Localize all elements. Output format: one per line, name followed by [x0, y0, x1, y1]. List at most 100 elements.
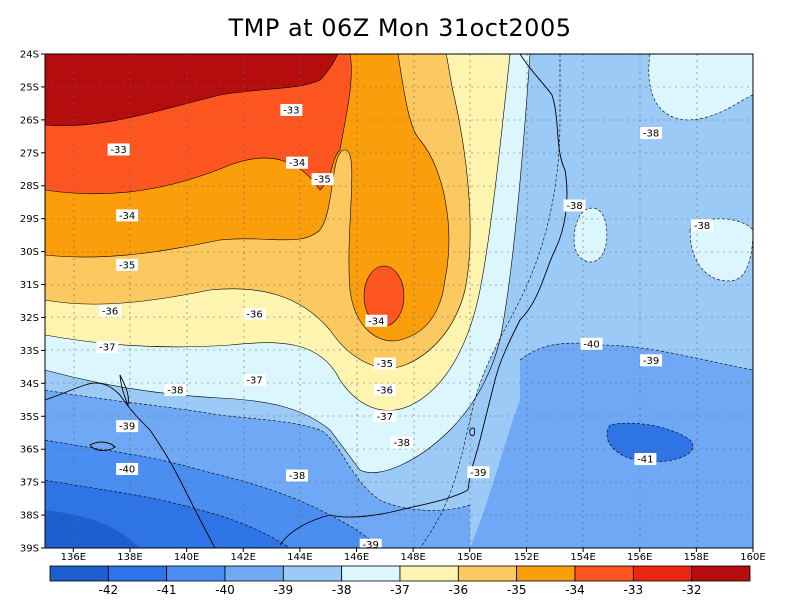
colorbar-label: -41 [157, 583, 177, 597]
contour-label: -36 [246, 310, 262, 321]
contour-label: -38 [394, 438, 410, 449]
lat-tick-label: 24S [20, 50, 39, 61]
contour-label-bg [311, 173, 334, 186]
lat-tick-label: 25S [20, 82, 39, 93]
contour-label-bg [116, 420, 139, 433]
colorbar-swatch [341, 565, 401, 582]
lon-tick-label: 154E [570, 552, 595, 563]
contour-label-bg [243, 308, 266, 321]
contour-label-bg [116, 462, 139, 475]
colorbar-swatch [282, 565, 343, 582]
lon-tick-label: 160E [740, 552, 765, 563]
contour-label-bg [640, 127, 663, 140]
lon-tick-label: 150E [457, 552, 482, 563]
contour-label: -38 [566, 201, 582, 212]
contour-label: -38 [167, 385, 183, 396]
lon-tick-label: 156E [627, 552, 652, 563]
contour-label: -34 [368, 316, 384, 327]
lon-tick-label: 146E [344, 552, 369, 563]
colorbar: -42 -41 -40 -39 -38 -37 -36 -35 -34 -33 -32 [49, 565, 751, 597]
grid [45, 54, 753, 548]
lat-tick-label: 31S [20, 280, 39, 291]
lat-tick-label: 30S [20, 247, 39, 258]
colorbar-swatch [632, 565, 693, 582]
contour-label: -35 [314, 175, 330, 186]
contour-label-bg [286, 156, 309, 169]
colorbar-swatch [691, 565, 751, 582]
colorbar-swatch [107, 565, 168, 582]
lat-tick-label: 35S [20, 412, 39, 423]
colorbar-label: -39 [274, 583, 294, 597]
contour-label: -36 [377, 385, 393, 396]
colorbar-label: -36 [449, 583, 469, 597]
contour-label-bg [107, 143, 130, 156]
colorbar-swatch [399, 565, 459, 582]
contour-label-bg [691, 219, 714, 232]
latitude-ticks: 24S 25S 26S 27S 28S 29S 30S 31S 32S 33S 34S 35S 36S 3… [20, 50, 45, 555]
colorbar-swatch [574, 565, 634, 582]
lon-tick-label: 140E [174, 552, 199, 563]
lon-tick-label: 138E [117, 552, 142, 563]
colorbar-label: -34 [565, 583, 585, 597]
contour-label: -40 [583, 339, 599, 350]
contour-label-bg [634, 453, 657, 466]
lat-tick-label: 33S [20, 346, 39, 357]
contour-label-bg [373, 357, 396, 370]
colorbar-label: -35 [507, 583, 527, 597]
contour-label-bg [280, 103, 303, 116]
contour-label: -38 [289, 471, 305, 482]
band-west-42 [45, 510, 140, 548]
contour-label-bg [116, 209, 139, 222]
lon-tick-label: 136E [61, 552, 86, 563]
band-east-cell2 [690, 218, 753, 281]
contour-labels: -33 -33 -34 -35 -34 -35 -36 -36 -34 -37 -35 -37 -38 -… [96, 103, 714, 551]
lon-tick-label: 142E [231, 552, 256, 563]
lat-tick-label: 36S [20, 445, 39, 456]
lat-tick-label: 32S [20, 313, 39, 324]
lat-tick-label: 34S [20, 379, 39, 390]
contour-label: -39 [119, 422, 135, 433]
lon-tick-label: 144E [287, 552, 312, 563]
contour-label: -34 [119, 211, 135, 222]
contour-label-bg [286, 469, 309, 482]
colorbar-label: -40 [215, 583, 235, 597]
contour-label: -33 [110, 145, 126, 156]
colorbar-label: -42 [99, 583, 119, 597]
contour-label: -35 [119, 260, 135, 271]
contour-label: -40 [119, 464, 135, 475]
colorbar-label: -38 [332, 583, 352, 597]
contour-label-bg [359, 538, 382, 548]
contour-label-bg [373, 383, 396, 396]
colorbar-label: -33 [624, 583, 644, 597]
contour-label: -35 [377, 359, 393, 370]
contour-label: -33 [283, 105, 299, 116]
band-warm-cell [364, 266, 404, 326]
plot-frame [44, 53, 754, 549]
lon-tick-label: 152E [514, 552, 539, 563]
colorbar-swatch [224, 565, 284, 582]
map-title: TMP at 06Z Mon 31oct2005 [228, 14, 572, 42]
contour-label: -39 [643, 356, 659, 367]
contour-label-bg [580, 337, 603, 350]
band-dark-red [45, 54, 338, 126]
contour-label-bg [243, 374, 266, 387]
contour-label: -37 [377, 412, 393, 423]
contour-fill-layer: -33 -33 -34 -35 -34 -35 -36 -36 -34 -37 -35 -37 -38 -… [45, 54, 753, 551]
contour-label-bg [99, 304, 122, 317]
longitude-ticks: 136E 138E 140E 142E 144E 146E 148E 150E 152E 154E… [61, 548, 766, 563]
lat-tick-label: 29S [20, 214, 39, 225]
contour-label-bg [164, 383, 187, 396]
lon-tick-label: 148E [400, 552, 425, 563]
lon-tick-label: 158E [684, 552, 709, 563]
band-east-41 [606, 423, 694, 462]
lat-tick-label: 39S [20, 544, 39, 555]
contour-label: -39 [363, 540, 379, 551]
lat-tick-label: 28S [20, 181, 39, 192]
band-east-cell1 [574, 208, 607, 262]
coastline [45, 54, 568, 548]
colorbar-swatch [457, 565, 518, 582]
lat-tick-label: 26S [20, 115, 39, 126]
contour-label: -37 [246, 376, 262, 387]
contour-label: -34 [289, 158, 305, 169]
